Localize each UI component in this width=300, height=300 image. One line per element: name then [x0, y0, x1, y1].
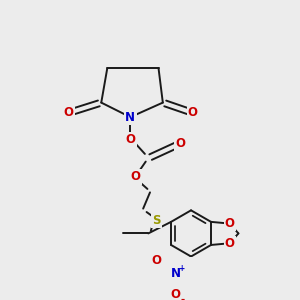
Text: O: O	[125, 133, 135, 146]
Text: -: -	[180, 294, 184, 300]
Text: O: O	[225, 217, 235, 230]
Text: O: O	[188, 106, 198, 119]
Text: O: O	[175, 137, 185, 150]
Text: +: +	[178, 264, 185, 273]
Text: O: O	[130, 170, 140, 184]
Text: N: N	[125, 111, 135, 124]
Text: O: O	[225, 237, 235, 250]
Text: O: O	[64, 106, 74, 119]
Text: S: S	[153, 214, 161, 227]
Text: O: O	[171, 289, 181, 300]
Text: N: N	[171, 267, 181, 280]
Text: O: O	[152, 254, 162, 267]
